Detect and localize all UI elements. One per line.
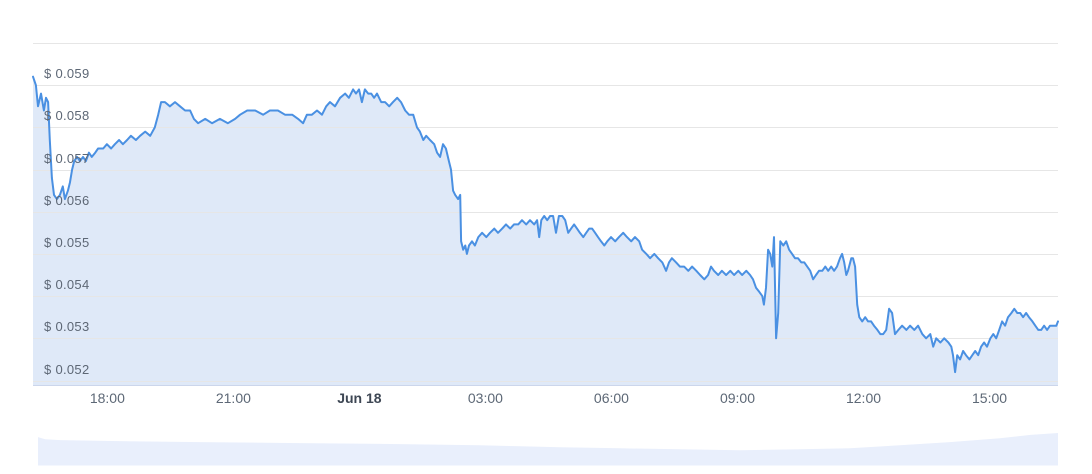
x-axis-label: 18:00 <box>89 390 125 406</box>
y-axis-label: $ 0.054 <box>44 277 90 293</box>
y-axis-label: $ 0.055 <box>44 234 90 250</box>
x-axis-label: Jun 18 <box>337 390 382 406</box>
price-area <box>33 76 1058 386</box>
y-axis-label: $ 0.059 <box>44 66 90 82</box>
y-axis-label: $ 0.057 <box>44 150 90 166</box>
y-axis-label: $ 0.053 <box>44 319 90 335</box>
x-axis-label: 09:00 <box>719 390 755 406</box>
y-axis-label: $ 0.052 <box>44 361 90 377</box>
price-line <box>32 75 1059 374</box>
y-axis-label: $ 0.056 <box>44 192 90 208</box>
x-axis-label: 15:00 <box>971 390 1008 406</box>
x-axis-label: 12:00 <box>845 390 882 406</box>
x-axis-label: 06:00 <box>593 390 629 406</box>
y-axis-label: $ 0.058 <box>44 108 90 124</box>
navigator-area[interactable] <box>38 433 1058 466</box>
gridlines <box>33 43 1058 382</box>
x-axis-label: 21:00 <box>215 390 251 406</box>
x-axis-label: 03:00 <box>467 390 503 406</box>
